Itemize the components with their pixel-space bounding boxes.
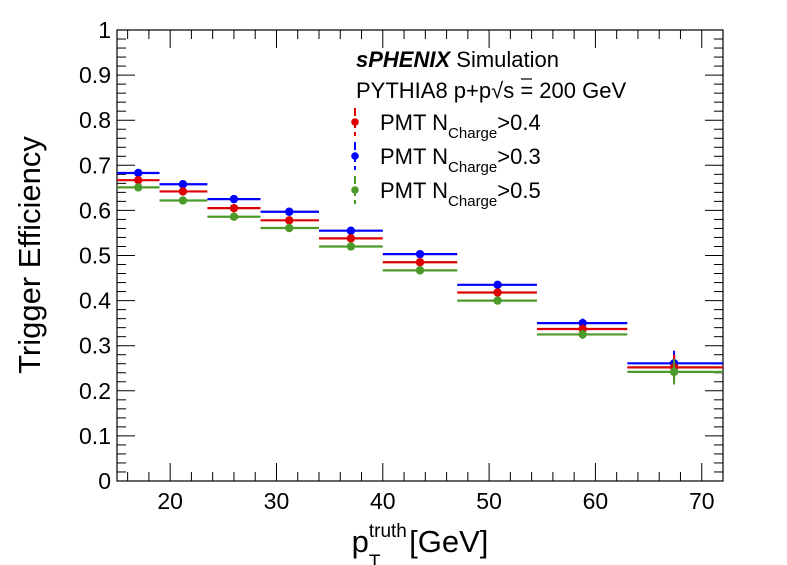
legend-label-suffix: >0.5	[497, 178, 540, 203]
x-axis-title: ptruth T [GeV]	[352, 521, 489, 565]
legend-label-suffix: >0.3	[497, 144, 540, 169]
x-tick-label: 60	[583, 488, 609, 514]
y-tick-label: 0.4	[79, 288, 111, 314]
data-point	[178, 187, 188, 196]
data-point	[134, 175, 143, 185]
energy-label: s = 200 GeV	[503, 78, 626, 103]
data-point	[134, 183, 143, 192]
x-axis-title-sub: T	[369, 552, 381, 565]
y-tick-label: 0.8	[79, 107, 111, 133]
data-point	[229, 203, 239, 213]
legend-entry-label: PMT NCharge>0.3	[380, 144, 541, 176]
x-axis-ticks: 20 30 40 50 60 70	[127, 30, 724, 514]
legend-label-subscript: Charge	[448, 159, 497, 176]
data-point	[346, 234, 356, 243]
y-axis-title: Trigger Efficiency	[12, 136, 47, 374]
legend-marker	[351, 152, 359, 160]
legend-entry-label: PMT NCharge>0.5	[380, 178, 541, 210]
y-tick-label: 0.9	[79, 62, 111, 88]
header-suffix: Simulation	[450, 47, 559, 72]
x-tick-label: 50	[476, 488, 502, 514]
x-tick-label: 70	[689, 488, 715, 514]
y-tick-label: 1	[98, 17, 111, 43]
legend-entry-label: PMT NCharge>0.4	[380, 110, 541, 142]
data-point	[415, 258, 425, 267]
y-tick-label: 0.6	[79, 197, 111, 223]
data-point	[178, 180, 188, 189]
data-point	[415, 249, 425, 259]
legend-marker	[351, 186, 359, 194]
data-point	[285, 216, 294, 225]
x-tick-label: 30	[264, 488, 290, 514]
y-tick-label: 0.2	[79, 378, 111, 404]
x-axis-title-unit: [GeV]	[401, 524, 489, 559]
data-point	[178, 196, 188, 205]
data-point	[346, 242, 356, 251]
data-markers	[117, 168, 723, 385]
sqrt-symbol: √	[491, 78, 504, 103]
legend-label-suffix: >0.4	[497, 110, 540, 135]
y-tick-label: 0.3	[79, 333, 111, 359]
x-axis-title-sup: truth	[369, 521, 407, 542]
x-axis-title-main: p	[352, 524, 369, 559]
legend-header: sPHENIX Simulation	[356, 47, 559, 72]
data-point	[415, 266, 425, 275]
data-point	[229, 212, 239, 221]
legend-label-prefix: PMT N	[380, 144, 448, 169]
y-axis-ticks: 0 0.1 0.2 0.3 0.4 0.5 0.6 0.7 0.8 0.9 1	[79, 17, 723, 494]
y-tick-label: 0.7	[79, 152, 111, 178]
data-point	[493, 288, 502, 297]
data-point	[493, 296, 502, 305]
legend-label-subscript: Charge	[448, 125, 497, 142]
experiment-name: sPHENIX	[356, 47, 451, 72]
y-tick-label: 0.1	[79, 423, 111, 449]
data-point	[346, 226, 356, 235]
data-point	[493, 280, 502, 290]
data-point	[285, 207, 294, 216]
data-point	[578, 318, 587, 328]
x-tick-label: 40	[370, 488, 396, 514]
legend-label-subscript: Charge	[448, 193, 497, 210]
y-tick-label: 0.5	[79, 243, 111, 269]
x-tick-label: 20	[157, 488, 183, 514]
legend-label-prefix: PMT N	[380, 110, 448, 135]
data-point	[229, 194, 239, 204]
legend-subheader: PYTHIA8 p+p√s = 200 GeV	[356, 78, 626, 103]
y-tick-label: 0	[98, 468, 111, 494]
generator-label: PYTHIA8 p+p	[356, 78, 491, 103]
data-point	[669, 367, 679, 377]
legend-label-prefix: PMT N	[380, 178, 448, 203]
data-point	[134, 168, 143, 178]
legend-marker	[351, 118, 359, 126]
data-point	[578, 330, 587, 339]
data-point	[285, 223, 294, 233]
